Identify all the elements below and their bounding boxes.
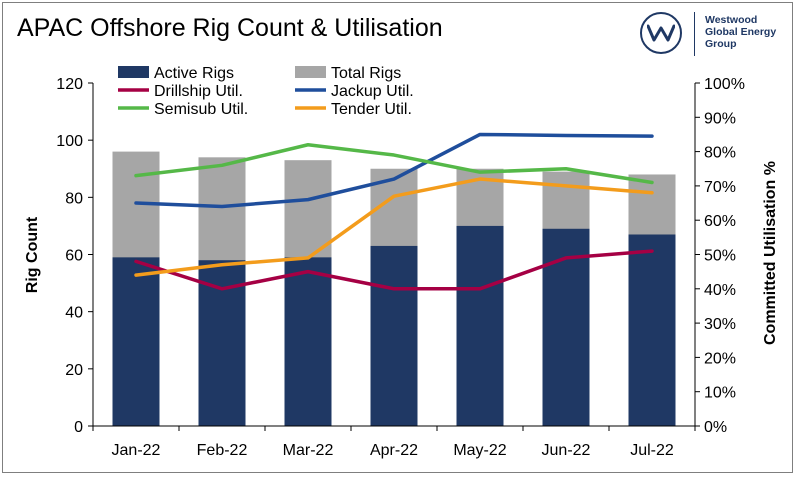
tender-util-line [134,177,654,277]
y2-tick-label: 80% [704,145,736,162]
y-tick-label: 0 [74,419,83,436]
y-tick-label: 120 [56,76,83,93]
jackup-util-line [134,132,654,209]
total-rigs-legend-label: Total Rigs [331,65,401,82]
y2-axis-label: Committed Utilisation % [762,161,779,345]
logo-divider [694,12,695,56]
total-rigs-legend-swatch [295,66,326,78]
logo-line-1: Westwood [705,14,758,26]
y2-tick-label: 40% [704,282,736,299]
drillship-util-line [134,249,654,291]
legend: Active Rigs Total Rigs Drillship Util. Jack… [118,65,414,118]
y-tick-label: 40 [65,305,83,322]
y2-tick-label: 20% [704,350,736,367]
y2-tick-label: 10% [704,385,736,402]
drillship-util-legend-label: Drillship Util. [154,83,243,100]
x-tick-label: Jan-22 [112,442,161,459]
active-rigs-bar [112,257,160,426]
active-rigs-bar [370,245,418,426]
westwood-w-icon [640,12,682,54]
x-tick-label: Jun-22 [542,442,591,459]
y2-tick-label: 60% [704,213,736,230]
active-rigs-legend-label: Active Rigs [154,65,234,82]
logo-line-2: Global Energy [705,26,777,38]
active-rigs-bar [284,257,332,426]
active-rigs-bar [628,234,676,426]
x-tick-label: Mar-22 [283,442,334,459]
x-tick-label: Jul-22 [630,442,674,459]
y-tick-label: 100 [56,133,83,150]
tender-util-legend-label: Tender Util. [331,101,412,118]
y-tick-label: 60 [65,248,83,265]
y-axis-label: Rig Count [24,216,41,293]
active-rigs-bar [456,225,504,426]
y2-tick-label: 90% [704,110,736,127]
y-tick-label: 80 [65,190,83,207]
utilisation-lines [134,132,654,291]
x-tick-label: Feb-22 [197,442,248,459]
semisub-util-line [134,142,654,185]
semisub-util-legend-label: Semisub Util. [154,101,248,118]
logo-line-3: Group [705,38,737,50]
y2-tick-label: 30% [704,316,736,333]
x-tick-label: Apr-22 [370,442,418,459]
y2-tick-label: 50% [704,248,736,265]
y-tick-label: 20 [65,362,83,379]
chart-title: APAC Offshore Rig Count & Utilisation [17,14,443,42]
y2-tick-label: 70% [704,179,736,196]
active-rigs-legend-swatch [118,66,149,78]
logo-text: Westwood Global Energy Group [705,14,776,50]
y2-tick-label: 0% [704,419,727,436]
axis-ticks: 0 20 40 60 80 100 120 0% 10% 20% 30% 40% 50% 60% 70% 80… [56,76,745,459]
active-rigs-bar [542,228,590,426]
westwood-logo: Westwood Global Energy Group [640,10,790,58]
y2-tick-label: 100% [704,76,745,93]
jackup-util-legend-label: Jackup Util. [331,83,414,100]
x-tick-label: May-22 [453,442,506,459]
active-rigs-bars [112,225,676,426]
